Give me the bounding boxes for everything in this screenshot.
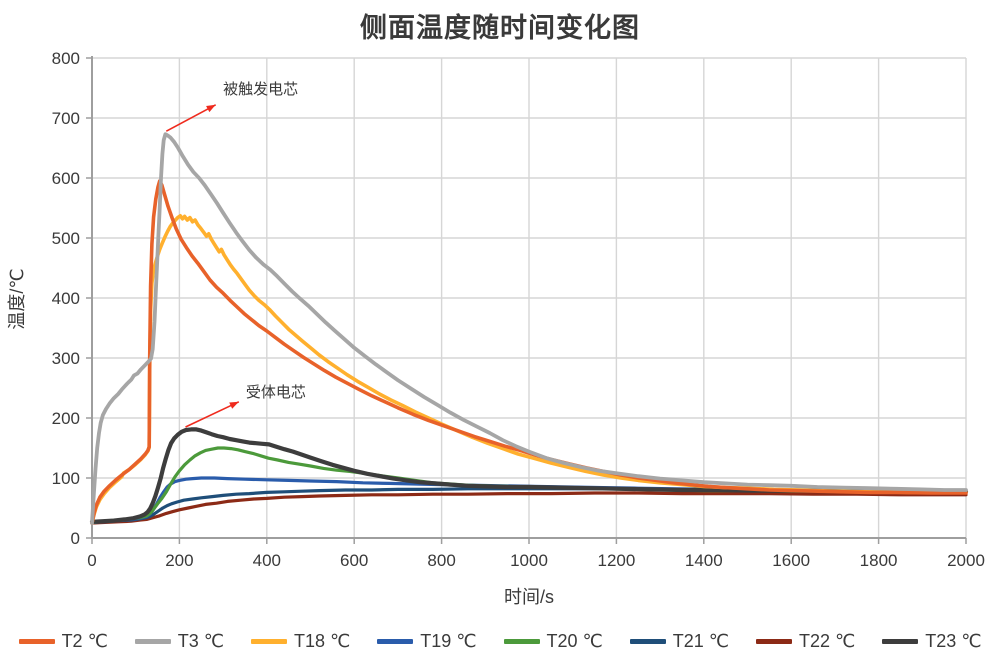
annotation-arrow-line (165, 104, 217, 132)
legend-swatch (251, 639, 288, 644)
series-line-T22 (90, 491, 968, 525)
y-tick-label: 0 (71, 529, 80, 548)
legend-swatch (377, 639, 414, 644)
legend-item-T19: T19 ℃ (377, 631, 477, 652)
x-tick-label: 400 (253, 551, 281, 570)
legend-label: T20 ℃ (546, 631, 603, 651)
x-tick-label: 1000 (510, 551, 548, 570)
temperature-line-chart: 0 100 200 300 400 500 600 700 800 0 200 400 600 800 10… (52, 49, 985, 570)
legend-swatch (755, 639, 792, 644)
legend-label: T2 ℃ (61, 631, 108, 651)
legend-item-T18: T18 ℃ (251, 631, 350, 652)
y-tick-label: 400 (52, 289, 80, 308)
y-tick-label: 100 (52, 469, 80, 488)
x-tick-label: 0 (87, 551, 96, 570)
annotation-label: 受体电芯 (246, 384, 306, 401)
annotation-label: 被触发电芯 (223, 81, 298, 98)
series-line-T23 (89, 427, 969, 524)
legend-swatch (503, 639, 540, 644)
x-tick-label: 2000 (947, 551, 985, 570)
annotation-arrow-head (229, 401, 239, 409)
y-tick-label: 500 (52, 229, 80, 248)
legend-swatch (18, 639, 55, 644)
legend-label: T3 ℃ (177, 631, 225, 651)
x-tick-label: 1200 (597, 551, 635, 570)
x-tick-label: 600 (340, 551, 368, 570)
y-tick-label: 600 (52, 169, 80, 188)
y-tick-label: 200 (52, 409, 80, 428)
tick-labels: 0 100 200 300 400 500 600 700 800 0 200 400 600 800 10… (52, 49, 985, 570)
legend: T2 ℃ T3 ℃ T18 ℃ T19 ℃ T20 ℃ T21 ℃ T22 ℃ T23 ℃ (0, 631, 1000, 652)
y-tick-label: 300 (52, 349, 80, 368)
y-axis-label: 温度/℃ (7, 268, 27, 330)
series-line-T3 (90, 132, 968, 525)
legend-label: T23 ℃ (925, 631, 982, 651)
x-tick-label: 1400 (685, 551, 723, 570)
legend-swatch (629, 639, 666, 644)
legend-item-T21: T21 ℃ (629, 631, 729, 652)
x-tick-label: 1800 (860, 551, 898, 570)
legend-label: T22 ℃ (798, 631, 856, 651)
annotation-arrow-head (206, 104, 216, 113)
legend-label: T19 ℃ (420, 631, 477, 651)
series-line-T2 (90, 179, 968, 525)
y-tick-label: 700 (52, 109, 80, 128)
gridlines (92, 57, 967, 538)
legend-item-T22: T22 ℃ (755, 631, 856, 652)
legend-item-T2: T2 ℃ (18, 631, 108, 652)
legend-item-T23: T23 ℃ (882, 631, 981, 652)
chart-title: 侧面温度随时间变化图 (360, 13, 640, 43)
y-tick-label: 800 (52, 49, 80, 68)
x-tick-label: 1600 (772, 551, 810, 570)
legend-label: T21 ℃ (672, 631, 729, 651)
annotation-arrow-line (185, 401, 240, 428)
legend-item-T20: T20 ℃ (503, 631, 603, 652)
x-axis-label: 时间/s (503, 587, 554, 607)
legend-swatch (882, 639, 919, 644)
series-lines (89, 132, 969, 525)
legend-item-T3: T3 ℃ (134, 631, 225, 652)
x-tick-label: 800 (427, 551, 455, 570)
x-tick-label: 200 (165, 551, 193, 570)
legend-label: T18 ℃ (294, 631, 351, 651)
legend-swatch (134, 639, 171, 644)
axes (86, 56, 967, 544)
